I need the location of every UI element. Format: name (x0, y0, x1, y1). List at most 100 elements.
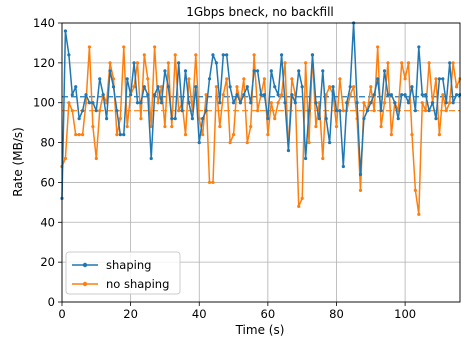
data-point (77, 117, 81, 121)
data-point (389, 93, 393, 97)
data-point (67, 53, 71, 57)
data-point (266, 117, 270, 121)
data-point (156, 85, 160, 89)
data-point (362, 117, 366, 121)
data-point (94, 156, 98, 161)
data-point (214, 85, 218, 89)
data-point (214, 61, 218, 65)
data-point (437, 77, 442, 81)
data-point (297, 204, 301, 208)
data-point (417, 45, 421, 49)
data-point (197, 140, 201, 145)
y-tick-label: 60 (40, 175, 55, 189)
data-point (201, 133, 205, 137)
data-point (98, 77, 102, 81)
data-point (173, 117, 177, 121)
data-point (424, 93, 428, 97)
data-point (451, 101, 455, 105)
data-point (122, 133, 126, 137)
data-point (262, 93, 267, 97)
data-point (115, 133, 119, 137)
data-point (105, 117, 109, 121)
data-point (324, 117, 328, 121)
data-point (314, 101, 318, 105)
data-point (297, 69, 301, 73)
series-layer (60, 21, 461, 216)
data-point (118, 117, 122, 121)
data-point (242, 93, 246, 97)
data-point (334, 125, 339, 129)
data-point (166, 61, 170, 65)
x-tick-label: 80 (329, 307, 344, 321)
data-point (379, 125, 383, 129)
data-point (279, 93, 284, 97)
data-point (111, 85, 116, 89)
legend: shaping no shaping (65, 251, 181, 295)
data-point (266, 133, 270, 137)
x-tick-label: 0 (58, 307, 65, 321)
data-point (444, 101, 448, 105)
data-point (283, 61, 287, 65)
data-point (204, 93, 208, 97)
data-point (341, 164, 345, 169)
x-axis-label: Time (s) (235, 323, 285, 337)
data-point (173, 53, 177, 57)
data-point (273, 85, 277, 89)
data-point (218, 125, 222, 129)
data-point (159, 101, 164, 105)
data-point (310, 53, 315, 57)
data-point (225, 53, 229, 57)
data-point (228, 85, 232, 89)
data-point (420, 101, 424, 105)
data-point (235, 85, 239, 89)
data-point (410, 85, 414, 89)
data-point (348, 85, 352, 89)
data-point (262, 77, 267, 81)
data-point (454, 93, 459, 97)
data-point (328, 85, 332, 89)
data-point (427, 61, 431, 65)
data-point (207, 180, 212, 185)
y-tick-label: 100 (33, 96, 55, 110)
data-point (231, 101, 236, 105)
data-point (345, 101, 349, 105)
data-point (331, 85, 335, 89)
data-point (365, 109, 369, 113)
data-point (80, 109, 85, 113)
data-point (221, 93, 225, 97)
x-tick-label: 60 (261, 307, 276, 321)
data-point (434, 117, 438, 121)
data-point (372, 93, 376, 97)
data-point (142, 85, 146, 89)
data-point (132, 85, 136, 89)
legend-marker-no-shaping (82, 281, 88, 287)
data-point (441, 93, 445, 97)
data-point (307, 109, 311, 113)
data-point (187, 101, 191, 105)
data-point (386, 61, 390, 65)
data-point (434, 77, 438, 81)
x-tick-label: 20 (123, 307, 138, 321)
data-point (118, 133, 122, 137)
data-point (218, 101, 222, 105)
data-point (84, 93, 88, 97)
data-point (293, 101, 297, 105)
data-point (362, 101, 366, 105)
data-point (101, 93, 105, 97)
data-point (74, 133, 78, 137)
data-point (87, 45, 92, 49)
data-point (448, 61, 452, 65)
data-point (67, 101, 71, 105)
data-point (139, 117, 143, 121)
data-point (187, 77, 191, 81)
data-point (252, 53, 256, 57)
data-point (74, 85, 78, 89)
data-point (424, 109, 428, 113)
data-point (108, 69, 112, 73)
data-point (273, 117, 277, 121)
y-tick-label: 140 (33, 16, 55, 30)
legend-label-no-shaping: no shaping (106, 277, 169, 291)
data-point (177, 109, 181, 113)
data-point (369, 101, 373, 105)
data-point (300, 196, 304, 200)
